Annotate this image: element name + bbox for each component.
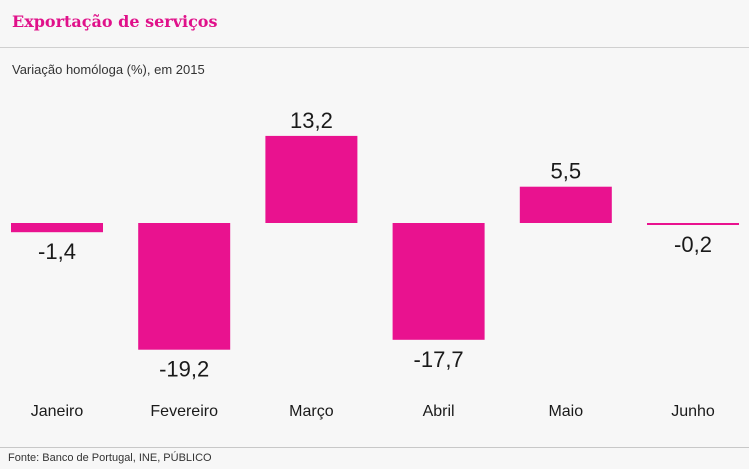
bar-maio [519, 186, 612, 223]
bar-abril [392, 223, 485, 340]
source-note: Fonte: Banco de Portugal, INE, PÚBLICO [8, 452, 212, 464]
footer-divider [0, 447, 749, 448]
value-label-fevereiro: -19,2 [159, 357, 209, 382]
bar-chart: -1,4 Janeiro -19,2 Fevereiro 13,2 Março -17,7 A… [11, 108, 739, 420]
title-divider [0, 47, 749, 48]
bar-junho [647, 223, 739, 225]
category-label-maio: Maio [548, 403, 583, 420]
category-label-abril: Abril [423, 403, 455, 420]
category-label-junho: Junho [671, 403, 715, 420]
chart-title: Exportação de serviços [12, 12, 218, 31]
category-label-março: Março [289, 403, 334, 420]
value-label-março: 13,2 [290, 108, 333, 133]
bar-março [265, 135, 358, 223]
value-label-abril: -17,7 [414, 347, 464, 372]
value-label-junho: -0,2 [674, 232, 712, 257]
value-label-janeiro: -1,4 [38, 239, 76, 264]
chart-subtitle: Variação homóloga (%), em 2015 [12, 62, 205, 77]
category-label-janeiro: Janeiro [31, 403, 84, 420]
category-label-fevereiro: Fevereiro [150, 403, 218, 420]
value-label-maio: 5,5 [551, 159, 582, 184]
bar-fevereiro [138, 223, 231, 350]
bar-janeiro [11, 223, 103, 233]
